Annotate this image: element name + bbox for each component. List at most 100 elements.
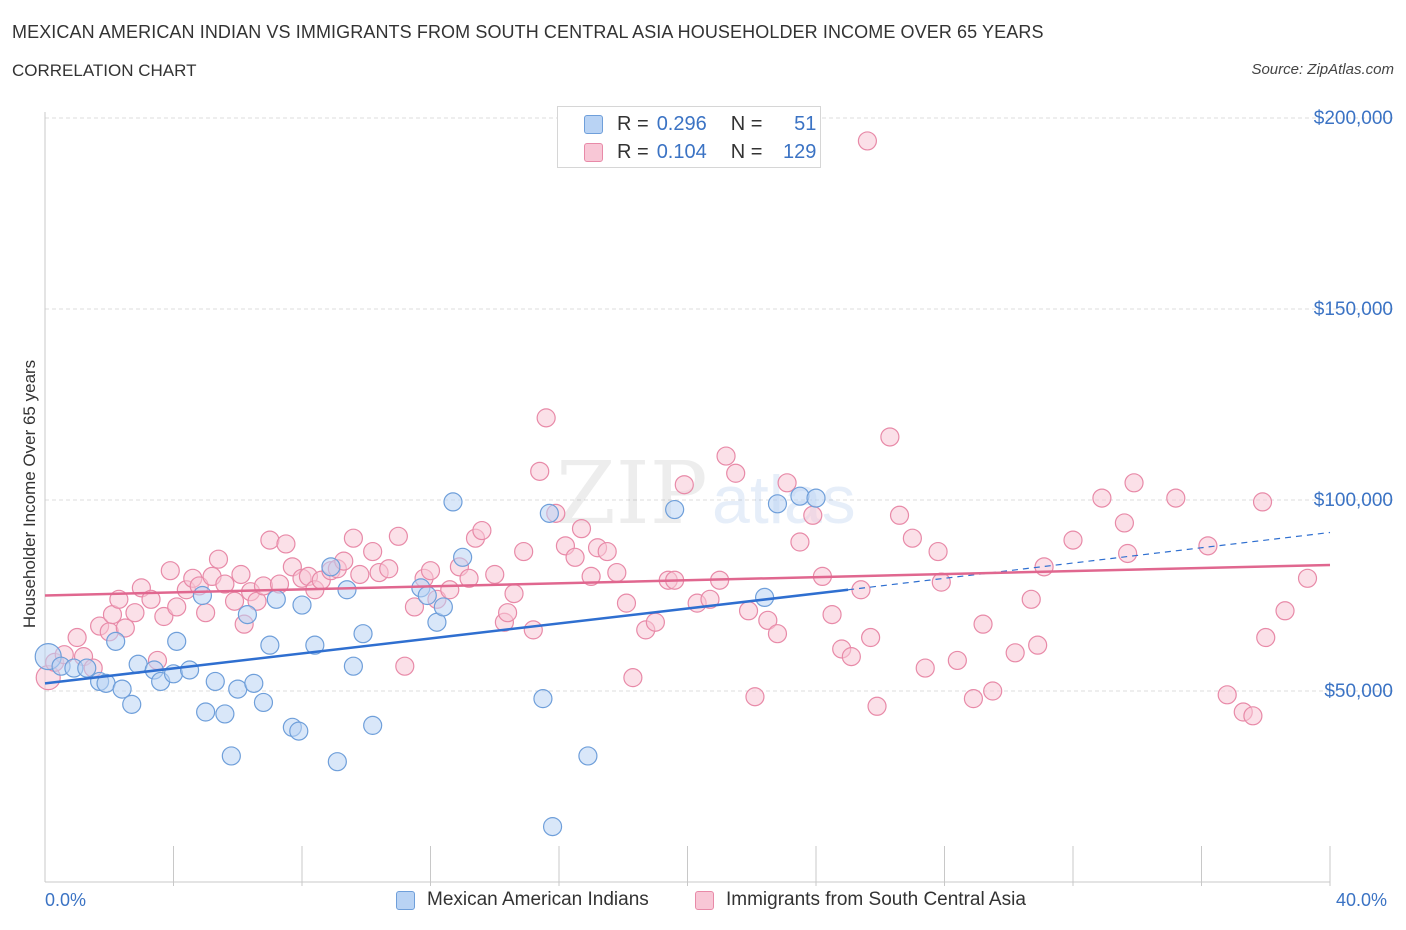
- point-immigrants: [472, 520, 492, 541]
- point-immigrants: [196, 603, 216, 623]
- bottom-legend-label: Mexican American Indians: [427, 889, 649, 910]
- series-mexican-points: [34, 486, 826, 837]
- point-mexican: [179, 660, 200, 680]
- point-immigrants: [379, 559, 399, 579]
- y-axis-label: Householder Income Over 65 years: [20, 360, 39, 628]
- point-immigrants: [597, 541, 617, 562]
- point-immigrants: [616, 593, 637, 613]
- point-immigrants: [1021, 589, 1041, 609]
- x-axis-max-label: 40.0%: [1336, 890, 1388, 910]
- point-mexican: [767, 494, 788, 514]
- point-immigrants: [716, 446, 736, 466]
- point-mexican: [106, 631, 126, 651]
- series-immigrants-points: [35, 131, 1318, 726]
- legend-n-value: 51: [794, 113, 817, 135]
- point-immigrants: [440, 580, 460, 600]
- point-immigrants: [1217, 685, 1237, 705]
- point-immigrants: [1243, 706, 1263, 726]
- point-immigrants: [154, 606, 174, 627]
- point-immigrants: [822, 604, 842, 625]
- point-mexican: [790, 486, 810, 506]
- point-immigrants: [1124, 473, 1144, 493]
- point-immigrants: [928, 541, 948, 562]
- bottom-legend-swatch-blue: [396, 890, 415, 910]
- point-immigrants: [861, 627, 881, 648]
- point-mexican: [167, 631, 187, 651]
- point-mexican: [228, 679, 248, 699]
- point-immigrants: [1005, 643, 1025, 663]
- point-immigrants: [700, 589, 720, 609]
- point-mexican: [266, 589, 286, 609]
- point-immigrants: [260, 530, 280, 550]
- y-tick-label: $200,000: [1314, 108, 1393, 129]
- point-immigrants: [758, 610, 778, 630]
- point-mexican: [327, 752, 347, 772]
- legend-r-value: 0.296: [656, 113, 707, 135]
- point-immigrants: [1297, 568, 1318, 588]
- point-immigrants: [395, 656, 415, 676]
- point-immigrants: [1118, 543, 1138, 564]
- point-immigrants: [565, 547, 585, 567]
- point-mexican: [363, 715, 383, 735]
- point-mexican: [343, 656, 363, 676]
- axes: [44, 112, 1331, 886]
- point-mexican: [433, 597, 453, 617]
- source-label: Source: ZipAtlas.com: [1251, 61, 1394, 78]
- point-immigrants: [963, 689, 984, 709]
- point-mexican: [253, 692, 274, 713]
- point-immigrants: [404, 597, 425, 617]
- legend-n-label: N =: [730, 113, 763, 135]
- point-mexican: [305, 635, 325, 655]
- point-immigrants: [125, 603, 145, 623]
- point-immigrants: [208, 549, 229, 569]
- point-immigrants: [160, 561, 180, 581]
- point-mexican: [192, 585, 213, 606]
- legend-n-label: N =: [730, 141, 763, 163]
- point-mexican: [221, 746, 241, 766]
- point-mexican: [533, 689, 553, 709]
- point-mexican: [443, 492, 463, 512]
- point-mexican: [205, 671, 225, 692]
- point-mexican: [665, 499, 685, 520]
- point-immigrants: [1275, 601, 1295, 621]
- point-immigrants: [973, 614, 993, 634]
- point-mexican: [542, 817, 563, 837]
- legend-row-mexican: R = 0.296 N = 51: [584, 113, 816, 136]
- legend-n-value: 129: [783, 141, 817, 163]
- legend-swatch-pink: [584, 143, 603, 162]
- point-immigrants: [1252, 492, 1273, 512]
- point-immigrants: [571, 519, 592, 539]
- point-immigrants: [1166, 488, 1186, 508]
- point-immigrants: [867, 696, 887, 716]
- point-immigrants: [1092, 488, 1112, 508]
- point-immigrants: [915, 658, 935, 678]
- point-immigrants: [485, 564, 505, 585]
- point-mexican: [417, 585, 437, 606]
- point-mexican: [353, 624, 373, 644]
- legend-r-label: R =: [617, 141, 649, 163]
- point-mexican: [578, 746, 598, 766]
- point-mexican: [806, 488, 826, 508]
- bottom-legend-label: Immigrants from South Central Asia: [726, 889, 1026, 910]
- point-immigrants: [803, 505, 823, 525]
- point-mexican: [289, 721, 309, 741]
- point-mexican: [77, 658, 97, 678]
- point-mexican: [292, 595, 312, 615]
- point-immigrants: [498, 603, 518, 623]
- point-mexican: [337, 580, 357, 600]
- point-immigrants: [790, 532, 810, 552]
- point-immigrants: [745, 687, 765, 707]
- point-mexican: [321, 557, 341, 577]
- point-mexican: [196, 702, 216, 722]
- point-immigrants: [231, 564, 251, 585]
- point-immigrants: [623, 668, 643, 688]
- point-mexican: [122, 694, 142, 714]
- point-immigrants: [889, 505, 910, 525]
- point-immigrants: [141, 589, 161, 609]
- point-mexican: [260, 635, 280, 655]
- point-immigrants: [350, 564, 370, 585]
- point-immigrants: [215, 574, 235, 594]
- point-immigrants: [581, 566, 601, 587]
- point-immigrants: [224, 591, 245, 611]
